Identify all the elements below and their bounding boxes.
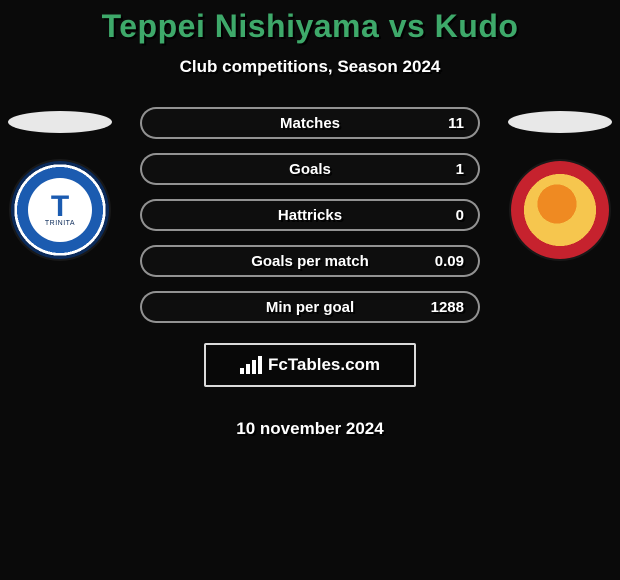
stat-row-min-per-goal: Min per goal 1288 [140,291,480,323]
stat-right-value: 0.09 [435,253,464,270]
right-team-logo [511,161,609,259]
stats-column: Matches 11 Goals 1 Hattricks 0 Goals per… [120,107,500,439]
date-label: 10 november 2024 [236,419,383,439]
stat-right-value: 11 [448,115,464,132]
stat-row-goals-per-match: Goals per match 0.09 [140,245,480,277]
right-team-logo-inner [530,180,590,240]
left-team-logo-letter: T [51,193,69,220]
left-team-logo-inner: T TRINITA [28,178,92,242]
right-marker-ellipse [508,111,612,133]
brand-box: FcTables.com [204,343,416,387]
stat-right-value: 1288 [431,299,464,316]
stat-row-hattricks: Hattricks 0 [140,199,480,231]
main-row: T TRINITA Matches 11 Goals 1 Hattricks 0 [0,107,620,439]
left-column: T TRINITA [0,107,120,259]
left-marker-ellipse [8,111,112,133]
right-column [500,107,620,259]
stat-label: Goals [142,161,478,178]
brand-text: FcTables.com [268,355,380,375]
left-team-logo-sub: TRINITA [45,220,75,227]
stat-right-value: 0 [456,207,464,224]
comparison-card: Teppei Nishiyama vs Kudo Club competitio… [0,0,620,439]
stat-label: Matches [142,115,478,132]
stat-label: Hattricks [142,207,478,224]
page-title: Teppei Nishiyama vs Kudo [0,8,620,45]
stat-label: Min per goal [142,299,478,316]
left-team-logo: T TRINITA [11,161,109,259]
subtitle: Club competitions, Season 2024 [0,57,620,77]
stat-right-value: 1 [456,161,464,178]
stat-label: Goals per match [142,253,478,270]
stat-row-goals: Goals 1 [140,153,480,185]
bars-icon [240,356,262,374]
stat-row-matches: Matches 11 [140,107,480,139]
